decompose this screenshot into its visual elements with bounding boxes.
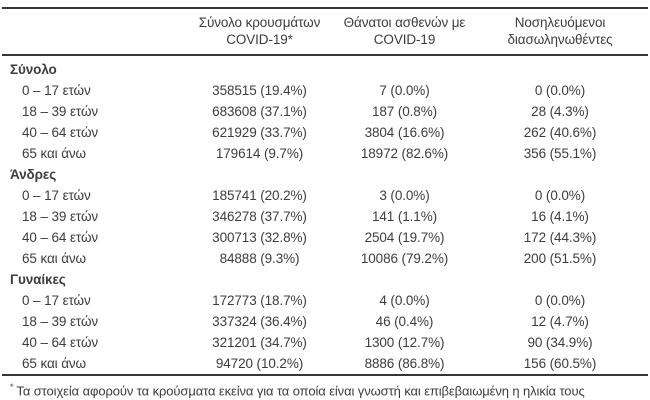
age-group-label: 40 – 64 ετών	[22, 335, 99, 350]
age-group-label: 0 – 17 ετών	[22, 83, 91, 98]
deaths-cell: 18972 (82.6%)	[360, 146, 449, 161]
column-header-deaths: Θάνατοι ασθενών με COVID-19	[337, 14, 472, 48]
table-row-women-40-64: 40 – 64 ετών 321201 (34.7%) 1300 (12.7%)…	[2, 332, 648, 353]
intubated-cell: 0 (0.0%)	[534, 293, 586, 308]
intubated-cell: 262 (40.6%)	[523, 125, 597, 140]
cases-cell: 358515 (19.4%)	[212, 83, 307, 98]
cases-cell: 179614 (9.7%)	[215, 146, 304, 161]
deaths-cell: 4 (0.0%)	[379, 293, 430, 308]
table-header-row: Σύνολο κρουσμάτων COVID-19* Θάνατοι ασθε…	[2, 9, 648, 54]
table-row-women-65plus: 65 και άνω 94720 (10.2%) 8886 (86.8%) 15…	[2, 353, 648, 374]
section-label: Σύνολο	[10, 62, 57, 77]
column-header-cases: Σύνολο κρουσμάτων COVID-19*	[182, 14, 337, 48]
cases-cell: 337324 (36.4%)	[212, 314, 307, 329]
table-row-men-40-64: 40 – 64 ετών 300713 (32.8%) 2504 (19.7%)…	[2, 227, 648, 248]
table-row-men-65plus: 65 και άνω 84888 (9.3%) 10086 (79.2%) 20…	[2, 248, 648, 269]
age-group-label: 18 – 39 ετών	[22, 104, 99, 119]
deaths-cell: 3804 (16.6%)	[364, 125, 445, 140]
cases-cell: 346278 (37.7%)	[212, 209, 307, 224]
age-group-label: 40 – 64 ετών	[22, 230, 99, 245]
section-label: Γυναίκες	[10, 272, 66, 287]
covid-statistics-table: Σύνολο κρουσμάτων COVID-19* Θάνατοι ασθε…	[2, 7, 648, 376]
age-group-label: 18 – 39 ετών	[22, 209, 99, 224]
table-top-rule	[2, 7, 648, 9]
table-row-total-0-17: 0 – 17 ετών 358515 (19.4%) 7 (0.0%) 0 (0…	[2, 80, 648, 101]
intubated-cell: 156 (60.5%)	[523, 356, 597, 371]
section-header-total: Σύνολο	[2, 59, 648, 80]
header-bottom-rule	[2, 54, 648, 56]
deaths-cell: 7 (0.0%)	[379, 83, 430, 98]
deaths-cell: 3 (0.0%)	[379, 188, 430, 203]
intubated-cell: 0 (0.0%)	[534, 188, 586, 203]
age-group-label: 65 και άνω	[22, 146, 87, 161]
footnote-asterisk: *	[10, 382, 14, 392]
intubated-cell: 172 (44.3%)	[523, 230, 597, 245]
intubated-cell: 90 (34.9%)	[527, 335, 593, 350]
column-header-cases-line2: COVID-19*	[226, 32, 293, 47]
age-group-label: 0 – 17 ετών	[22, 188, 91, 203]
table-row-women-0-17: 0 – 17 ετών 172773 (18.7%) 4 (0.0%) 0 (0…	[2, 290, 648, 311]
cases-cell: 185741 (20.2%)	[212, 188, 307, 203]
intubated-cell: 12 (4.7%)	[531, 314, 589, 329]
intubated-cell: 200 (51.5%)	[523, 251, 597, 266]
deaths-cell: 187 (0.8%)	[371, 104, 438, 119]
cases-cell: 84888 (9.3%)	[219, 251, 300, 266]
deaths-cell: 2504 (19.7%)	[364, 230, 445, 245]
cases-cell: 300713 (32.8%)	[212, 230, 307, 245]
table-row-total-65plus: 65 και άνω 179614 (9.7%) 18972 (82.6%) 3…	[2, 143, 648, 164]
intubated-cell: 356 (55.1%)	[523, 146, 597, 161]
empty-header-cell	[2, 14, 182, 48]
deaths-cell: 46 (0.4%)	[375, 314, 434, 329]
section-header-men: Άνδρες	[2, 164, 648, 185]
intubated-cell: 16 (4.1%)	[531, 209, 589, 224]
table-row-total-40-64: 40 – 64 ετών 621929 (33.7%) 3804 (16.6%)…	[2, 122, 648, 143]
column-header-deaths-line2: COVID-19	[373, 32, 436, 47]
table-bottom-rule	[2, 374, 648, 376]
column-header-deaths-line1: Θάνατοι ασθενών με	[343, 15, 466, 30]
table-row-total-18-39: 18 – 39 ετών 683608 (37.1%) 187 (0.8%) 2…	[2, 101, 648, 122]
age-group-label: 65 και άνω	[22, 251, 87, 266]
age-group-label: 18 – 39 ετών	[22, 314, 99, 329]
column-header-cases-line1: Σύνολο κρουσμάτων	[198, 15, 321, 30]
age-group-label: 65 και άνω	[22, 356, 87, 371]
cases-cell: 94720 (10.2%)	[215, 356, 304, 371]
section-label: Άνδρες	[10, 167, 57, 182]
cases-cell: 172773 (18.7%)	[212, 293, 307, 308]
cases-cell: 621929 (33.7%)	[212, 125, 307, 140]
cases-cell: 321201 (34.7%)	[212, 335, 307, 350]
deaths-cell: 8886 (86.8%)	[364, 356, 445, 371]
table-row-women-18-39: 18 – 39 ετών 337324 (36.4%) 46 (0.4%) 12…	[2, 311, 648, 332]
column-header-intubated: Νοσηλευόμενοι διασωληνωθέντες	[472, 14, 648, 48]
age-group-label: 0 – 17 ετών	[22, 293, 91, 308]
intubated-cell: 0 (0.0%)	[534, 83, 586, 98]
age-group-label: 40 – 64 ετών	[22, 125, 99, 140]
table-row-men-18-39: 18 – 39 ετών 346278 (37.7%) 141 (1.1%) 1…	[2, 206, 648, 227]
cases-cell: 683608 (37.1%)	[212, 104, 307, 119]
footnote-text: Τα στοιχεία αφορούν τα κρούσματα εκείνα …	[16, 383, 585, 399]
deaths-cell: 141 (1.1%)	[371, 209, 438, 224]
section-header-women: Γυναίκες	[2, 269, 648, 290]
deaths-cell: 10086 (79.2%)	[360, 251, 449, 266]
column-header-intubated-line1: Νοσηλευόμενοι	[514, 15, 606, 30]
deaths-cell: 1300 (12.7%)	[364, 335, 445, 350]
footnote: * Τα στοιχεία αφορούν τα κρούσματα εκείνα…	[2, 379, 648, 399]
table-row-men-0-17: 0 – 17 ετών 185741 (20.2%) 3 (0.0%) 0 (0…	[2, 185, 648, 206]
column-header-intubated-line2: διασωληνωθέντες	[507, 32, 613, 47]
intubated-cell: 28 (4.3%)	[531, 104, 589, 119]
